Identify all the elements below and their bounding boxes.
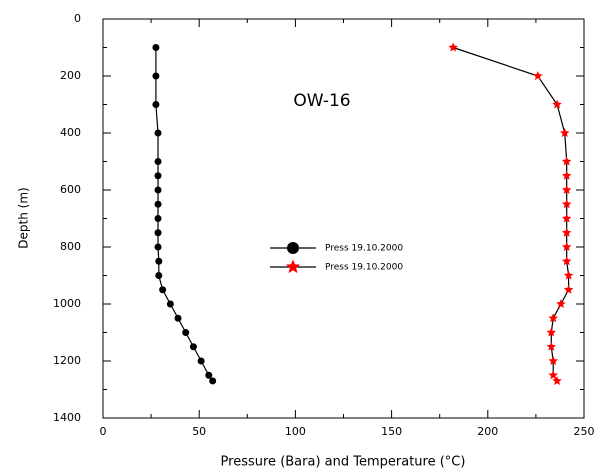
y-tick-label: 1000 — [53, 297, 81, 310]
x-tick-label: 250 — [574, 425, 595, 438]
y-axis-label: Depth (m) — [17, 187, 31, 248]
circle-marker — [152, 72, 160, 80]
star-marker — [561, 256, 572, 266]
circle-marker — [154, 129, 162, 137]
star-marker — [552, 99, 562, 109]
star-marker — [285, 259, 301, 274]
circle-marker — [205, 371, 213, 379]
x-tick-label: 0 — [100, 425, 107, 438]
star-marker — [548, 370, 558, 380]
star-marker — [548, 356, 558, 366]
star-marker — [561, 185, 572, 195]
y-tick-label: 800 — [60, 240, 81, 253]
circle-marker — [159, 286, 167, 294]
y-tick-label: 1200 — [53, 354, 81, 367]
x-axis-label: Pressure (Bara) and Temperature (°C) — [221, 455, 466, 470]
star-marker — [546, 341, 557, 351]
star-marker — [552, 375, 562, 385]
circle-marker — [174, 314, 182, 322]
y-tick-label: 200 — [60, 69, 81, 82]
star-marker — [560, 128, 570, 138]
circle-marker — [166, 300, 174, 308]
star-marker — [561, 242, 572, 252]
y-tick-label: 600 — [60, 183, 81, 196]
circle-marker — [182, 329, 190, 336]
star-marker — [563, 270, 574, 280]
star-marker — [561, 227, 572, 237]
circle-marker — [155, 257, 163, 265]
circle-marker — [197, 357, 205, 365]
y-tick-label: 400 — [60, 126, 81, 139]
star-marker — [561, 156, 572, 166]
star-marker — [561, 170, 572, 180]
star-marker — [546, 327, 557, 337]
star-marker — [548, 313, 558, 323]
plot-frame — [102, 18, 585, 419]
circle-marker — [154, 215, 162, 222]
circle-marker — [152, 101, 160, 108]
star-marker — [563, 284, 574, 294]
x-tick-label: 150 — [381, 425, 402, 438]
circle-marker — [154, 243, 162, 251]
star-marker — [448, 42, 458, 52]
circle-marker — [154, 200, 162, 208]
x-tick-label: 50 — [192, 425, 206, 438]
x-tick-label: 200 — [477, 425, 498, 438]
circle-marker — [287, 242, 299, 254]
annotation: OW-16 — [293, 91, 350, 111]
circle-marker — [154, 172, 162, 180]
circle-marker — [189, 343, 197, 351]
circle-marker — [154, 186, 162, 194]
circle-marker — [152, 44, 160, 51]
star-marker — [561, 213, 572, 223]
y-tick-label: 0 — [74, 12, 81, 25]
legend-label: Press 19.10.2000 — [325, 263, 403, 273]
circle-marker — [155, 272, 163, 279]
x-tick-label: 100 — [285, 425, 306, 438]
circle-marker — [209, 377, 217, 385]
y-tick-label: 1400 — [53, 411, 81, 424]
star-marker — [556, 299, 566, 309]
legend-label: Press 19.10.2000 — [325, 244, 403, 254]
circle-marker — [154, 158, 162, 165]
circle-marker — [154, 229, 162, 237]
star-marker — [561, 199, 572, 209]
star-marker — [533, 71, 543, 81]
